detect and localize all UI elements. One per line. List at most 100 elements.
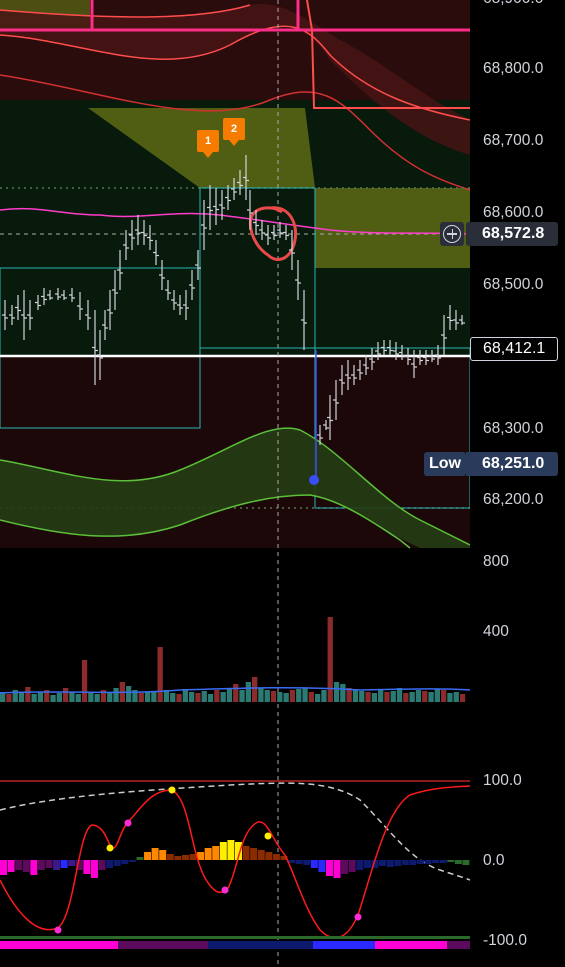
volume-bar-33 [207,694,214,702]
price-tick-68500: 68,500.0 [483,276,544,293]
volume-bar-53 [333,682,340,702]
red-circle-annotation[interactable] [249,206,298,261]
volume-bar-3 [18,693,25,702]
volume-bar-72 [453,692,459,702]
volume-bar-37 [233,684,239,702]
osc-hist-bar-1 [7,860,15,872]
volume-bar-50 [315,694,321,702]
magenta-average-line [0,207,470,235]
osc-hist-bar-38 [288,860,296,863]
osc-hist-bar-12 [90,860,98,878]
upper-band-line-top [0,4,251,18]
oscillator-histogram [0,840,470,878]
price-tick-68700: 68,700.0 [483,132,544,149]
price-line-label[interactable]: 68,412.1 [470,337,558,361]
osc-hist-bar-23 [174,856,182,860]
osc-hist-bar-2 [15,860,23,870]
osc-hist-bar-21 [159,850,167,860]
volume-bar-44 [277,692,283,702]
osc-dot-1 [54,926,62,934]
osc-dot-4 [168,786,176,794]
low-point-dot[interactable] [309,475,319,485]
osc-hist-bar-49 [371,860,379,868]
volume-bar-40 [252,677,258,702]
volume-bar-71 [447,693,453,702]
osc-bottom-strip-1 [0,941,118,949]
plus-circle-icon[interactable] [440,222,464,246]
volume-bar-18 [113,688,119,702]
volume-bar-8 [50,695,56,702]
volume-bar-45 [283,693,289,702]
volume-bar-13 [81,660,88,702]
volume-average-line [0,686,470,694]
osc-hist-bar-25 [189,854,197,860]
volume-tick-800: 800 [483,553,509,570]
volume-bar-64 [403,693,409,702]
volume-bar-12 [75,694,81,702]
osc-hist-bar-17 [128,860,136,862]
volume-bar-42 [264,690,270,702]
volume-bar-48 [302,688,308,702]
osc-hist-bar-39 [295,860,303,864]
volume-bar-25 [157,647,163,702]
osc-hist-bar-48 [363,860,371,868]
volume-bar-4 [25,687,31,702]
osc-hist-bar-26 [197,852,205,860]
volume-bar-32 [201,691,207,702]
osc-hist-bar-34 [257,850,265,860]
pink-box-line [306,0,470,109]
osc-hist-bar-6 [45,860,53,868]
osc-dot-7 [354,913,362,921]
upper-band-fill [0,4,470,155]
volume-bar-0 [0,692,6,702]
lower-band-line-bottom [0,494,411,549]
volume-bar-66 [415,690,422,702]
osc-hist-bar-37 [280,856,288,860]
osc-hist-bar-45 [341,860,349,874]
volume-bar-2 [12,690,18,702]
osc-hist-bar-10 [75,860,83,870]
osc-hist-bar-9 [68,860,76,866]
osc-hist-bar-54 [409,860,417,865]
osc-tick-100: 100.0 [483,772,522,789]
osc-bottom-strip-3 [208,941,313,949]
osc-hist-bar-0 [0,860,7,875]
osc-hist-bar-8 [60,860,68,868]
osc-hist-bar-40 [303,860,311,865]
volume-bar-21 [132,690,138,702]
volume-bar-52 [327,617,333,702]
volume-bar-16 [100,690,107,702]
volume-bar-49 [308,692,314,702]
volume-bar-10 [63,688,69,702]
osc-hist-bar-19 [144,852,152,860]
low-label: Low [424,452,466,476]
volume-bar-7 [44,690,50,702]
signal-marker-2[interactable]: 2 [223,118,245,146]
osc-hist-bar-43 [325,860,333,876]
osc-hist-bar-44 [333,860,341,878]
volume-bar-1 [6,694,12,702]
volume-bar-57 [359,691,365,702]
osc-hist-bar-41 [310,860,318,868]
osc-hist-bar-53 [401,860,409,865]
osc-dot-5 [221,886,229,894]
price-tick-68600: 68,600.0 [483,204,544,221]
volume-bar-9 [56,693,62,702]
osc-hist-bar-33 [250,848,258,860]
volume-bar-65 [409,692,415,702]
price-axis[interactable] [470,0,565,967]
volume-bar-69 [434,689,440,702]
volume-bar-67 [422,691,428,702]
volume-bar-46 [289,690,296,702]
lower-band-line-top [0,427,470,546]
osc-hist-bar-20 [151,848,159,860]
osc-hist-bar-60 [454,860,462,864]
osc-hist-bar-28 [212,846,220,860]
volume-bar-36 [226,688,233,702]
volume-bar-15 [94,694,100,702]
chart-canvas[interactable] [0,0,470,967]
low-price-label: 68,251.0 [466,452,558,476]
signal-marker-1[interactable]: 1 [197,130,219,158]
volume-bar-35 [220,692,226,702]
